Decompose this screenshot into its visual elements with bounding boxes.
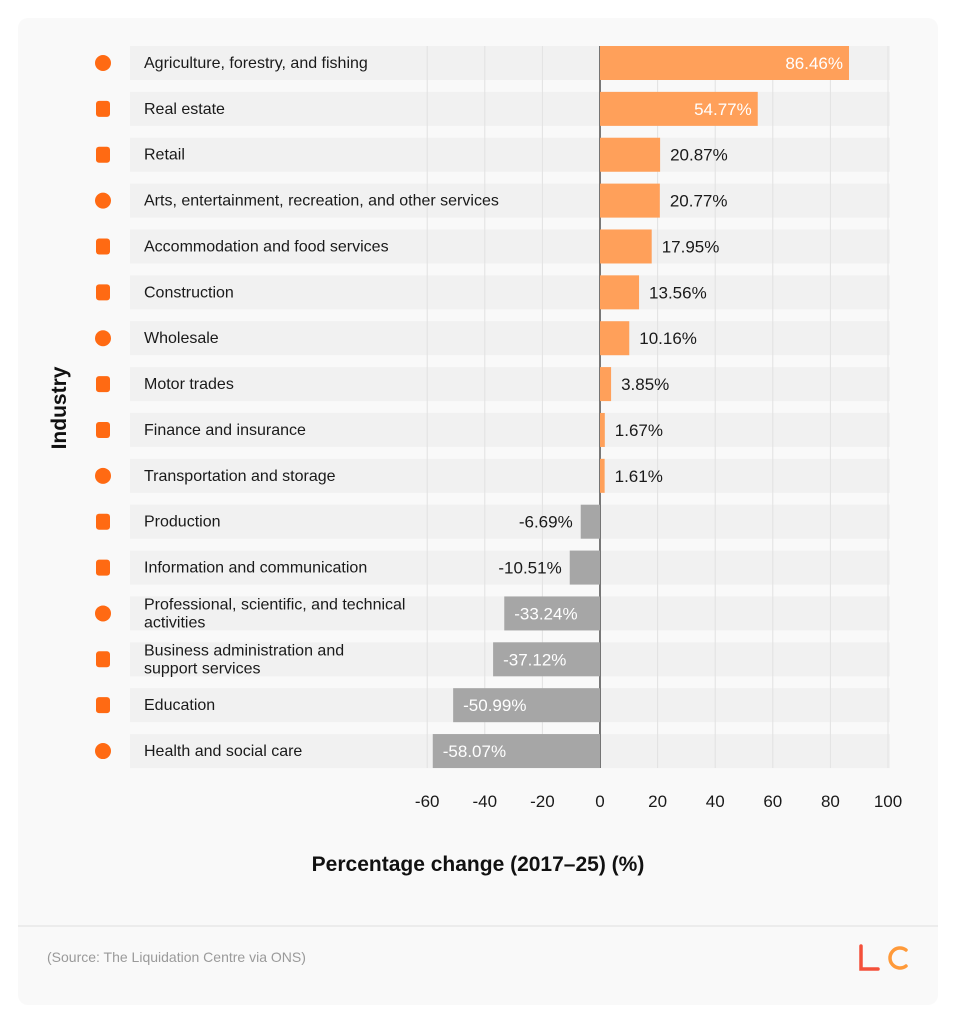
row-band [130,137,890,172]
bar [493,642,600,677]
category-label: Education [144,697,215,714]
shopping-cart-icon [95,330,111,347]
bar [432,734,600,769]
bar [600,412,605,447]
category-label: Retail [144,147,185,164]
x-tick-label: -40 [473,792,498,811]
data-label: 1.67% [615,421,663,440]
graduation-cap-icon [96,697,110,714]
x-tick-label: 80 [821,792,840,811]
row-band [130,458,890,493]
bar [600,183,660,218]
bank-icon [96,421,110,438]
bar [580,504,600,539]
footer-divider [18,925,938,927]
theater-masks-icon [95,192,111,209]
data-label: -58.07% [443,742,506,761]
car-icon [96,376,110,393]
row-band [130,550,890,585]
data-label: 10.16% [639,329,697,348]
row-band [130,412,890,447]
row-band [130,367,890,402]
bar [600,458,605,493]
data-label: -37.12% [503,650,566,669]
x-tick-label: -20 [530,792,555,811]
data-label: 3.85% [621,375,669,394]
category-label: Arts, entertainment, recreation, and oth… [144,193,499,210]
shopping-bag-icon [96,146,110,163]
bar [600,321,630,356]
y-axis-title: Industry [48,366,71,449]
lc-logo [859,944,908,971]
x-tick-label: -60 [415,792,440,811]
source-note: (Source: The Liquidation Centre via ONS) [47,949,306,965]
bar [600,46,850,80]
data-label: -33.24% [514,604,577,623]
data-label: -50.99% [463,696,526,715]
category-label: Accommodation and food services [144,238,389,255]
x-tick-label: 0 [595,792,604,811]
category-label: Professional, scientific, and technical a… [144,596,405,631]
x-tick-label: 40 [706,792,725,811]
category-label: Motor trades [144,376,234,393]
bar [600,137,661,172]
x-tick-label: 60 [763,792,782,811]
data-label: 54.77% [694,100,752,119]
bar [504,596,600,631]
fork-knife-icon [96,238,110,255]
row-band [130,504,890,539]
atom-icon [95,605,111,622]
row-band [130,321,890,356]
bar [600,367,612,402]
data-label: -10.51% [498,559,561,578]
category-label: Health and social care [144,743,302,760]
category-label: Transportation and storage [144,468,336,485]
x-tick-label: 20 [648,792,667,811]
row-band [130,91,890,126]
category-label: Information and communication [144,560,367,577]
x-axis-title: Percentage change (2017–25) (%) [312,853,645,876]
bar [600,91,758,126]
data-label: 20.77% [670,192,728,211]
row-band [130,183,890,218]
bar [600,229,652,264]
category-label: Real estate [144,101,225,118]
bar [453,688,600,723]
gear-icon [96,513,110,530]
category-label: Business administration and support servi… [144,642,344,677]
row-band [130,229,890,264]
category-label: Finance and insurance [144,422,306,439]
data-label: 13.56% [649,283,707,302]
train-icon [95,467,111,484]
medical-cross-icon [95,743,111,760]
data-label: 17.95% [662,237,720,256]
category-label: Production [144,514,221,531]
data-label: 86.46% [785,54,843,73]
data-label: 1.61% [615,467,663,486]
row-band [130,275,890,310]
info-chat-icon [96,559,110,576]
bar [600,275,640,310]
briefcase-icon [96,651,110,668]
data-label: -6.69% [519,513,573,532]
category-label: Construction [144,284,234,301]
data-label: 20.87% [670,146,728,165]
leaf-icon [95,55,111,71]
category-label: Agriculture, forestry, and fishing [144,55,368,72]
category-label: Wholesale [144,330,219,347]
building-icon [96,100,110,117]
x-tick-label: 100 [874,792,902,811]
bar [569,550,600,585]
hammer-icon [96,284,110,301]
